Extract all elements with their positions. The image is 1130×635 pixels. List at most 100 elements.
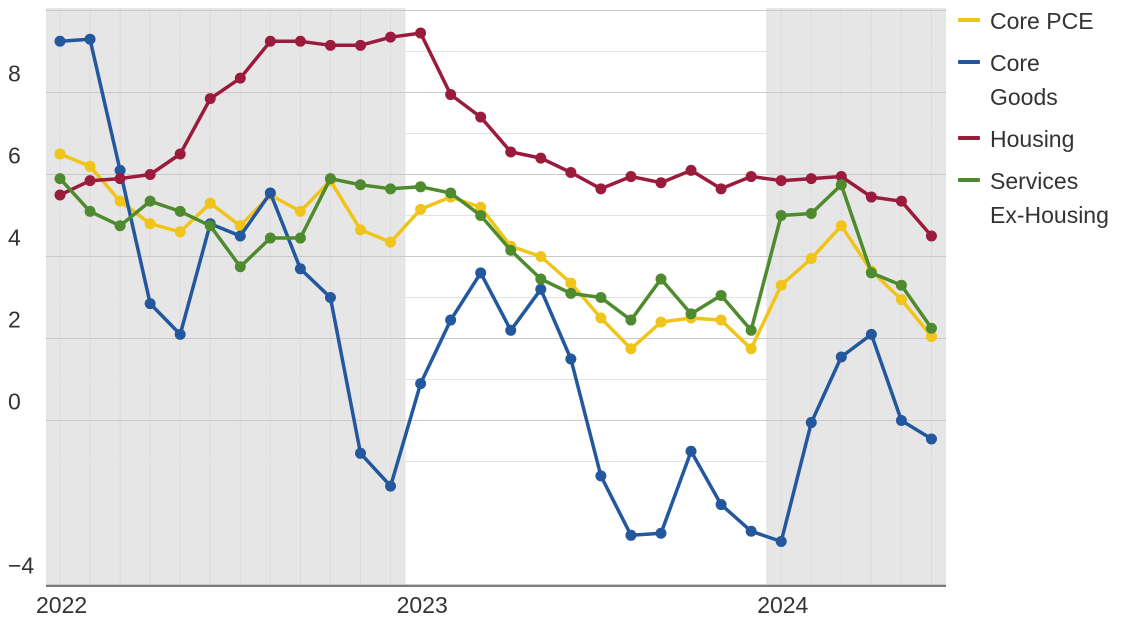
legend-item-core-goods: Core Goods [958, 46, 1128, 114]
data-point-services-ex-housing [865, 267, 877, 279]
data-point-services-ex-housing [835, 179, 847, 191]
data-point-services-ex-housing [655, 273, 667, 285]
y-tick-label: 10 [8, 0, 34, 5]
data-point-core-pce [415, 203, 427, 215]
data-point-core-goods [685, 445, 697, 457]
legend-item-housing: Housing [958, 122, 1128, 156]
data-point-housing [865, 191, 877, 203]
data-point-services-ex-housing [685, 308, 697, 320]
data-point-core-pce [535, 251, 547, 262]
data-point-core-pce [565, 277, 577, 289]
legend-swatch-core-pce [958, 18, 980, 22]
legend-item-core-pce: Core PCE [958, 4, 1128, 38]
data-point-services-ex-housing [445, 187, 457, 199]
y-tick-label: 6 [8, 143, 21, 169]
legend-item-services-ex-housing: Services Ex-Housing [958, 164, 1128, 232]
data-point-housing [355, 39, 366, 51]
data-point-core-goods [715, 499, 727, 511]
data-point-core-goods [415, 378, 427, 390]
data-point-housing [264, 35, 276, 47]
data-point-core-pce [475, 201, 487, 213]
data-point-core-goods [895, 415, 907, 426]
series-line-core-pce [58, 152, 934, 351]
data-point-housing [54, 189, 66, 201]
data-point-core-goods [745, 525, 757, 537]
data-point-services-ex-housing [114, 220, 126, 232]
y-tick-label: 2 [8, 307, 21, 333]
data-point-services-ex-housing [625, 314, 637, 326]
data-point-housing [294, 35, 306, 47]
data-point-core-goods [174, 328, 186, 340]
data-point-core-pce [835, 220, 847, 232]
data-point-core-goods [355, 447, 366, 459]
data-point-core-pce [174, 226, 186, 238]
data-point-core-goods [625, 529, 637, 541]
data-point-housing [144, 169, 156, 180]
data-point-housing [655, 177, 667, 189]
data-point-housing [204, 93, 216, 105]
data-point-core-goods [535, 283, 547, 295]
data-point-services-ex-housing [775, 210, 787, 221]
data-point-core-pce [84, 160, 96, 172]
data-point-housing [475, 111, 487, 123]
data-point-core-goods [925, 433, 937, 445]
data-point-core-goods [264, 187, 276, 199]
series-lines [54, 27, 937, 547]
series-core-goods [54, 33, 937, 547]
data-point-core-goods [54, 35, 66, 47]
data-point-services-ex-housing [805, 207, 817, 219]
data-point-services-ex-housing [535, 273, 547, 285]
data-point-housing [685, 164, 697, 176]
data-point-services-ex-housing [475, 210, 487, 221]
legend-label-services-ex-housing: Services Ex-Housing [990, 168, 1109, 228]
series-housing [54, 27, 937, 242]
chart: 10 8 6 4 2 0 −4 2022 2023 2024 [8, 0, 946, 618]
data-point-housing [775, 175, 787, 187]
data-point-housing [415, 27, 427, 39]
data-point-housing [324, 39, 336, 51]
data-point-services-ex-housing [715, 289, 727, 301]
x-tick-label: 2023 [397, 592, 448, 618]
data-point-core-goods [805, 417, 817, 429]
data-point-core-pce [925, 330, 937, 342]
data-point-core-pce [144, 218, 156, 230]
data-point-core-pce [54, 148, 66, 160]
data-point-core-goods [595, 470, 607, 482]
gridlines [46, 10, 946, 585]
data-point-services-ex-housing [745, 324, 757, 336]
data-point-core-pce [745, 343, 757, 355]
data-point-services-ex-housing [415, 181, 427, 193]
data-point-services-ex-housing [174, 205, 186, 217]
data-point-housing [114, 173, 126, 185]
data-point-services-ex-housing [144, 195, 156, 207]
data-point-services-ex-housing [294, 232, 306, 244]
data-point-core-pce [655, 316, 667, 328]
data-point-housing [84, 175, 96, 187]
data-point-housing [745, 171, 757, 183]
y-tick-label: 0 [8, 389, 21, 415]
data-point-core-pce [294, 205, 306, 217]
x-axis-tick-labels: 2022 2023 2024 [36, 592, 809, 618]
data-point-core-pce [895, 294, 907, 306]
data-point-core-goods [84, 33, 96, 45]
data-point-core-goods [475, 267, 487, 279]
legend-swatch-services-ex-housing [958, 178, 980, 182]
legend-label-housing: Housing [990, 126, 1075, 152]
data-point-services-ex-housing [895, 279, 907, 291]
data-point-services-ex-housing [595, 292, 607, 303]
data-point-core-pce [775, 279, 787, 291]
data-point-housing [174, 148, 186, 160]
data-point-housing [505, 146, 517, 158]
data-point-housing [925, 230, 937, 242]
data-point-services-ex-housing [355, 179, 366, 191]
data-point-core-pce [625, 343, 637, 355]
series-services-ex-housing [54, 173, 937, 336]
legend-swatch-housing [958, 136, 980, 140]
data-point-services-ex-housing [84, 205, 96, 217]
data-point-housing [385, 31, 397, 43]
data-point-services-ex-housing [234, 261, 246, 273]
data-point-core-goods [445, 314, 457, 326]
data-point-core-pce [805, 253, 817, 265]
data-point-services-ex-housing [204, 220, 216, 232]
y-tick-label: 8 [8, 61, 21, 87]
